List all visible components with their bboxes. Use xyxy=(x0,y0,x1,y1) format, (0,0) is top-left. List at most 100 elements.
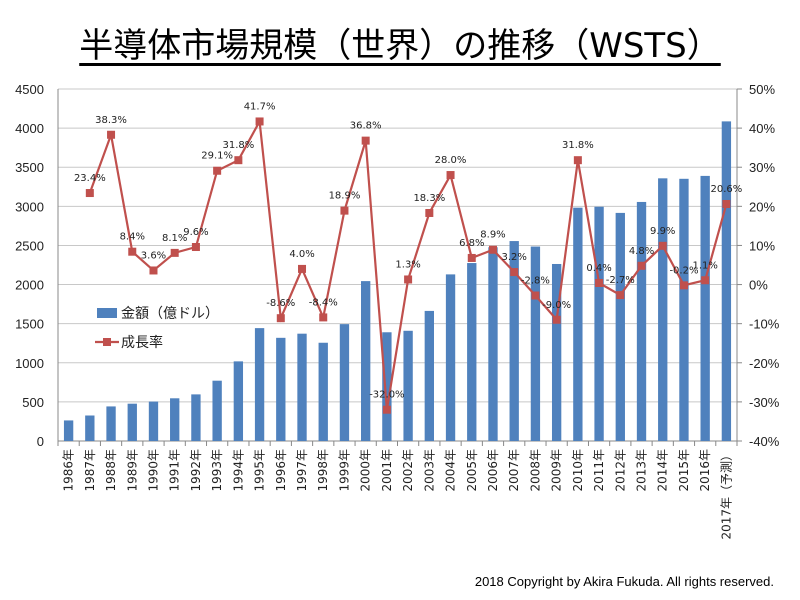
growth-marker xyxy=(552,315,561,324)
bar xyxy=(445,274,456,441)
copyright: 2018 Copyright by Akira Fukuda. All righ… xyxy=(474,574,774,589)
chart-title: 半導体市場規模（世界）の推移（WSTS） xyxy=(79,26,721,66)
bar xyxy=(170,398,180,441)
y-left-tick-label: 2500 xyxy=(15,238,44,253)
x-tick-label: 2010年 xyxy=(571,449,585,492)
data-label: 3.6% xyxy=(141,250,166,261)
x-tick-label: 1994年 xyxy=(231,449,245,492)
bar xyxy=(700,175,710,441)
y-right-tick-label: -10% xyxy=(749,317,780,332)
growth-marker xyxy=(361,136,370,145)
data-label: 9.6% xyxy=(183,227,208,238)
growth-marker xyxy=(446,171,455,180)
y-left-tick-label: 1000 xyxy=(15,356,44,371)
x-tick-label: 2007年 xyxy=(507,449,521,492)
x-tick-label: 1992年 xyxy=(189,449,203,492)
data-label: 20.6% xyxy=(711,184,743,195)
y-left-tick-label: 3000 xyxy=(15,199,44,214)
y-right-tick-label: 10% xyxy=(749,238,775,253)
data-label: 31.8% xyxy=(562,140,594,151)
y-right-tick-label: 20% xyxy=(749,199,775,214)
data-label: 9.9% xyxy=(650,226,675,237)
bar xyxy=(424,310,434,441)
y-right-tick-label: -30% xyxy=(749,395,780,410)
data-label: 18.3% xyxy=(413,193,445,204)
growth-marker xyxy=(701,276,710,285)
data-label: 4.8% xyxy=(629,246,654,257)
growth-marker xyxy=(616,291,625,300)
growth-marker xyxy=(404,275,413,284)
x-tick-label: 1990年 xyxy=(146,449,160,492)
data-label: 0.4% xyxy=(586,263,611,274)
data-label: 4.0% xyxy=(289,249,314,260)
x-tick-label: 1989年 xyxy=(125,449,139,492)
growth-marker xyxy=(128,247,137,256)
bar xyxy=(382,332,392,441)
data-label: 8.9% xyxy=(480,230,505,241)
data-label: -9.0% xyxy=(542,300,571,311)
data-label: 29.1% xyxy=(201,151,233,162)
x-tick-label: 2003年 xyxy=(422,449,436,492)
legend-label-amount: 金額（億ドル） xyxy=(121,306,219,322)
y-left-tick-label: 500 xyxy=(22,395,44,410)
growth-marker xyxy=(170,248,179,257)
data-label: -0.2% xyxy=(669,265,698,276)
bar xyxy=(594,206,604,441)
y-right-tick-label: 0% xyxy=(749,278,768,293)
data-label: 1.3% xyxy=(395,259,420,270)
x-tick-label: 2004年 xyxy=(444,449,458,492)
y-right-tick-label: -20% xyxy=(749,356,780,371)
growth-marker xyxy=(637,261,646,270)
bar xyxy=(85,415,95,441)
bar xyxy=(339,324,350,441)
data-label: 28.0% xyxy=(435,155,467,166)
growth-marker xyxy=(679,281,688,290)
x-tick-label: 1986年 xyxy=(62,449,76,492)
data-label: 38.3% xyxy=(95,115,127,126)
x-tick-label: 2015年 xyxy=(677,449,691,492)
data-label: 1.1% xyxy=(692,260,717,271)
bar xyxy=(403,330,413,441)
data-label: 36.8% xyxy=(350,121,382,132)
growth-marker xyxy=(425,208,434,217)
bar xyxy=(658,178,668,441)
growth-marker xyxy=(213,166,222,175)
data-label: 8.1% xyxy=(162,233,187,244)
data-label: -2.7% xyxy=(606,275,635,286)
x-tick-label: 2014年 xyxy=(656,449,670,492)
y-left-tick-label: 2000 xyxy=(15,278,44,293)
growth-marker xyxy=(531,291,540,300)
bar xyxy=(63,420,74,441)
data-label: -8.4% xyxy=(309,297,338,308)
bar xyxy=(318,342,328,441)
legend-bar-swatch xyxy=(97,308,117,318)
y-left-tick-label: 1500 xyxy=(15,317,44,332)
x-tick-label: 2009年 xyxy=(550,449,564,492)
x-tick-label: 1991年 xyxy=(168,449,182,492)
x-tick-label: 2002年 xyxy=(401,449,415,492)
growth-marker xyxy=(234,156,243,165)
bar xyxy=(721,121,732,441)
bar xyxy=(148,401,159,441)
data-label: 31.8% xyxy=(222,140,254,151)
x-tick-label: 1996年 xyxy=(274,449,288,492)
data-label: -32.0% xyxy=(369,390,404,401)
bar xyxy=(679,178,689,441)
x-tick-label: 1988年 xyxy=(104,449,118,492)
bar xyxy=(509,241,519,441)
growth-marker xyxy=(573,156,582,165)
growth-marker xyxy=(340,206,349,215)
bar xyxy=(615,212,625,441)
x-tick-label: 2016年 xyxy=(698,449,712,492)
y-right-tick-label: 40% xyxy=(749,121,775,136)
x-tick-label: 1997年 xyxy=(295,449,309,492)
y-left-tick-label: 0 xyxy=(37,434,44,449)
x-tick-label: 1999年 xyxy=(337,449,351,492)
growth-marker xyxy=(488,245,497,254)
x-tick-label: 2013年 xyxy=(635,449,649,492)
x-tick-label: 1993年 xyxy=(210,449,224,492)
bar xyxy=(212,380,222,441)
legend-marker-swatch xyxy=(103,338,111,346)
x-tick-label: 2000年 xyxy=(359,449,373,492)
